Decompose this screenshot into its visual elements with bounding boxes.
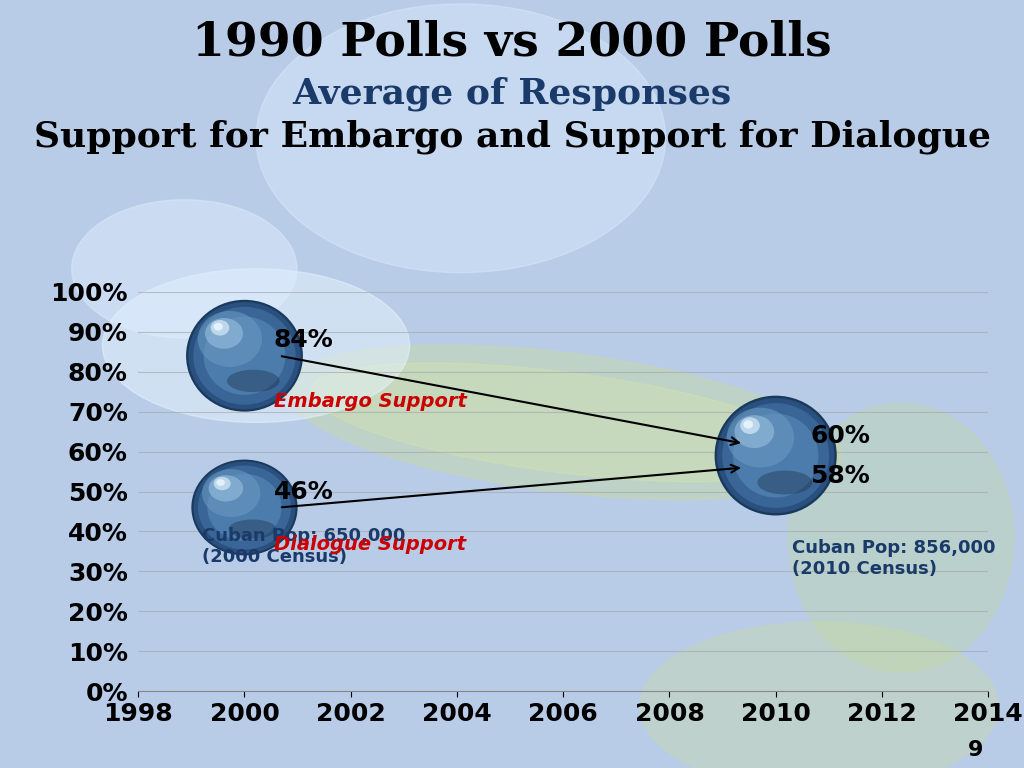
Text: Cuban Pop: 650,000
(2000 Census): Cuban Pop: 650,000 (2000 Census) bbox=[202, 528, 406, 566]
Ellipse shape bbox=[202, 469, 260, 517]
Ellipse shape bbox=[214, 477, 230, 490]
Ellipse shape bbox=[72, 200, 297, 338]
Ellipse shape bbox=[211, 320, 229, 336]
Ellipse shape bbox=[227, 369, 280, 392]
Ellipse shape bbox=[209, 475, 243, 502]
Ellipse shape bbox=[727, 408, 794, 468]
Text: 60%: 60% bbox=[810, 424, 870, 448]
Ellipse shape bbox=[788, 403, 1014, 672]
Ellipse shape bbox=[733, 414, 818, 498]
Ellipse shape bbox=[214, 323, 223, 330]
Ellipse shape bbox=[191, 459, 298, 555]
Ellipse shape bbox=[216, 479, 225, 486]
Text: 9: 9 bbox=[968, 740, 983, 760]
Ellipse shape bbox=[743, 420, 753, 429]
Ellipse shape bbox=[188, 302, 301, 409]
Ellipse shape bbox=[311, 363, 815, 482]
Ellipse shape bbox=[102, 269, 410, 422]
Text: Support for Embargo and Support for Dialogue: Support for Embargo and Support for Dial… bbox=[34, 119, 990, 154]
Ellipse shape bbox=[734, 415, 774, 448]
Text: Average of Responses: Average of Responses bbox=[293, 77, 731, 111]
Text: 1990 Polls vs 2000 Polls: 1990 Polls vs 2000 Polls bbox=[193, 19, 831, 65]
Ellipse shape bbox=[198, 311, 262, 367]
Ellipse shape bbox=[198, 465, 291, 549]
Text: 84%: 84% bbox=[273, 328, 334, 352]
Ellipse shape bbox=[228, 519, 276, 538]
Text: 58%: 58% bbox=[810, 464, 870, 488]
Ellipse shape bbox=[722, 403, 829, 508]
Text: Embargo Support: Embargo Support bbox=[273, 392, 467, 411]
Ellipse shape bbox=[256, 4, 666, 273]
Ellipse shape bbox=[286, 345, 841, 500]
Ellipse shape bbox=[758, 471, 812, 495]
Ellipse shape bbox=[740, 417, 760, 434]
Text: 46%: 46% bbox=[273, 479, 334, 504]
Ellipse shape bbox=[640, 622, 998, 768]
Ellipse shape bbox=[715, 396, 837, 515]
Text: Dialogue Support: Dialogue Support bbox=[273, 535, 466, 554]
Text: Cuban Pop: 856,000
(2010 Census): Cuban Pop: 856,000 (2010 Census) bbox=[792, 539, 995, 578]
Ellipse shape bbox=[194, 462, 296, 554]
Ellipse shape bbox=[717, 398, 835, 513]
Ellipse shape bbox=[205, 318, 243, 349]
Ellipse shape bbox=[186, 300, 303, 412]
Ellipse shape bbox=[194, 306, 296, 405]
Ellipse shape bbox=[204, 316, 286, 395]
Ellipse shape bbox=[207, 474, 282, 541]
